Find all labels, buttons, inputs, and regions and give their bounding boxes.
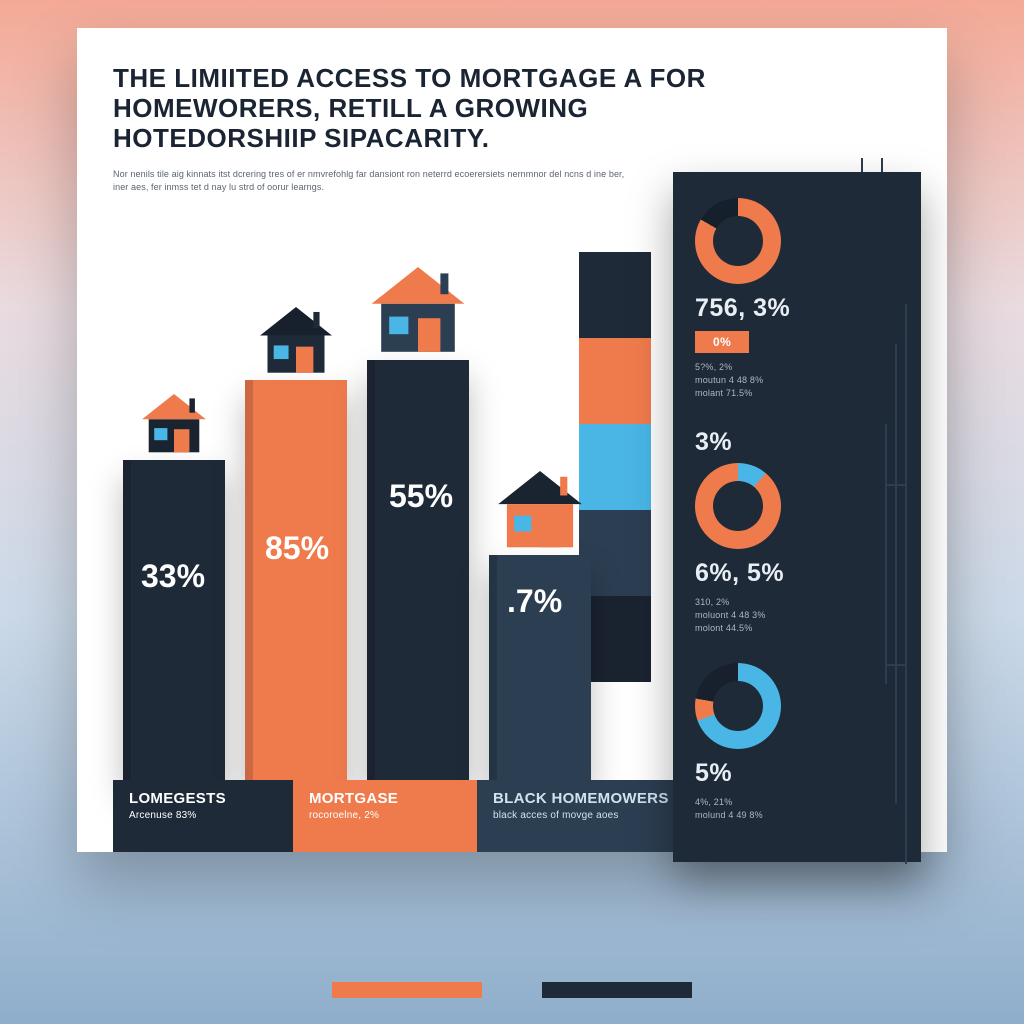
donut-3 (695, 663, 781, 749)
bar-pct: 85% (265, 530, 329, 567)
legend (332, 982, 692, 998)
bar-pct: 33% (141, 558, 205, 595)
category-sub: Arcenuse 83% (129, 810, 277, 821)
stat-block-2: 3% 6%, 5% 310, 2%moluont 4 48 3%molont 4… (695, 428, 899, 635)
house-icon (497, 471, 583, 550)
connector-wires (877, 304, 907, 864)
stat-3-details: 4%, 21%molund 4 49 8% (695, 796, 899, 822)
category-sub: rocoroelne, 2% (309, 810, 461, 821)
bar-pct: .7% (507, 583, 562, 620)
main-stage: 33% 85% 55% .7% LOMEGESTS Arcenuse 83%MO… (113, 212, 911, 852)
bar-3: .7% (489, 555, 591, 780)
donut-2 (695, 463, 781, 549)
infographic-card: THE LIMIITED ACCESS TO MORTGAGE A FOR HO… (77, 28, 947, 852)
house-icon (141, 394, 207, 455)
bar-1: 85% (245, 380, 347, 780)
bar-pct: 55% (389, 478, 453, 515)
category-0: LOMEGESTS Arcenuse 83% (113, 780, 293, 852)
legend-swatch-0 (332, 982, 482, 998)
sub-headline: Nor nenils tile aig kinnats itst dcrerin… (113, 168, 633, 194)
stat-1-details: 5?%, 2%moutun 4 48 8%molant 71.5% (695, 361, 899, 400)
category-title: LOMEGESTS (129, 790, 277, 807)
house-icon (259, 307, 333, 375)
stat-2-details: 310, 2%moluont 4 48 3%molont 44.5% (695, 596, 899, 635)
stat-block-3: 5% 4%, 21%molund 4 49 8% (695, 663, 899, 822)
bar-2: 55% (367, 360, 469, 780)
stat-block-1: 756, 3% 0% 5?%, 2%moutun 4 48 8%molant 7… (695, 198, 899, 400)
legend-swatch-1 (542, 982, 692, 998)
category-1: MORTGASE rocoroelne, 2% (293, 780, 477, 852)
stat-2-value-b: 6%, 5% (695, 559, 899, 588)
bar-chart: 33% 85% 55% .7% (113, 300, 653, 780)
stat-1-value: 756, 3% (695, 294, 899, 323)
stat-2-value-a: 3% (695, 428, 899, 457)
category-title: MORTGASE (309, 790, 461, 807)
donut-1 (695, 198, 781, 284)
house-icon (370, 267, 466, 355)
headline: THE LIMIITED ACCESS TO MORTGAGE A FOR HO… (113, 64, 753, 154)
stat-3-value: 5% (695, 759, 899, 788)
stat-1-pill: 0% (695, 331, 749, 353)
bar-0: 33% (123, 460, 225, 780)
